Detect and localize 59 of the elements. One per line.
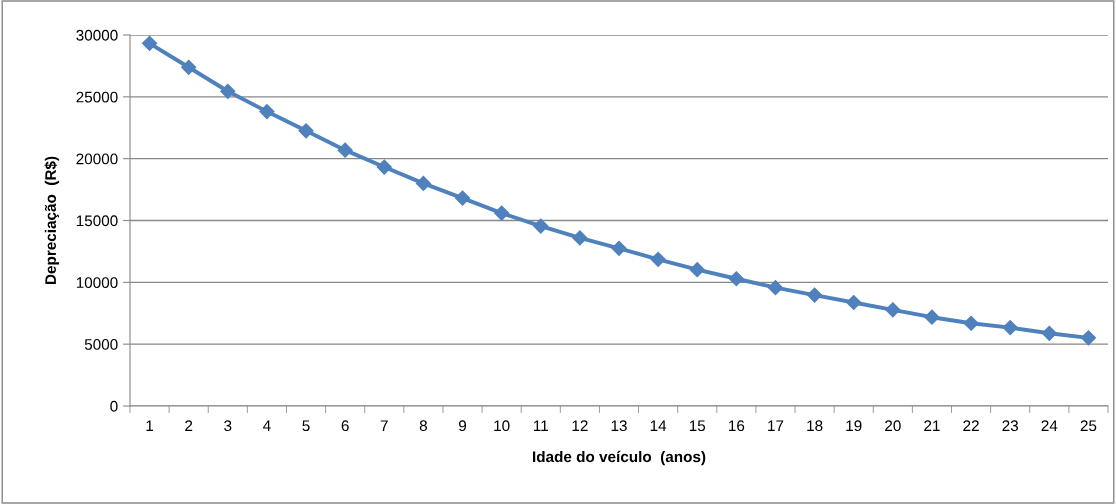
x-tick-label: 8: [419, 420, 427, 432]
point: [454, 190, 471, 206]
x-axis-title: Idade do veículo (anos): [533, 450, 706, 466]
y-tick-label: 20000: [76, 153, 118, 165]
x-tick-label: 22: [963, 420, 979, 431]
x-tick-label: 11: [533, 420, 548, 431]
point: [141, 35, 158, 51]
point: [728, 271, 744, 287]
x-tick-label: 23: [1002, 420, 1019, 432]
x-tick-label: 13: [611, 420, 627, 432]
x-tick-label: 7: [380, 420, 388, 431]
x-tick-label: 21: [924, 420, 940, 431]
x-tick-label: 10: [494, 420, 510, 432]
point: [259, 103, 275, 120]
x-tick-label: 16: [729, 420, 745, 432]
point: [494, 205, 510, 221]
point: [767, 280, 784, 296]
point: [807, 287, 823, 303]
y-tick-label: 0: [110, 400, 118, 412]
point: [924, 309, 940, 325]
y-tick-label: 30000: [76, 29, 118, 41]
point: [376, 159, 392, 175]
x-tick-label: 14: [650, 420, 667, 431]
x-tick-label: 1: [146, 420, 154, 431]
point: [650, 251, 666, 267]
point: [611, 240, 627, 256]
point: [298, 123, 314, 139]
x-tick-label: 19: [846, 420, 862, 432]
point: [337, 142, 353, 158]
x-tick-label: 20: [885, 420, 901, 432]
x-tick-label: 5: [302, 420, 310, 432]
point: [415, 175, 431, 191]
point: [1080, 330, 1097, 346]
point: [572, 230, 588, 246]
x-tick-label: 9: [458, 420, 467, 432]
x-tick-label: 18: [807, 420, 823, 432]
x-tick-label: 3: [224, 420, 232, 432]
x-tick-label: 24: [1041, 420, 1058, 431]
x-tick-label: 4: [263, 420, 271, 431]
x-tick-label: 17: [768, 420, 784, 431]
point: [689, 262, 705, 278]
point: [181, 59, 197, 75]
y-tick-label: 15000: [76, 215, 118, 227]
point: [220, 83, 236, 99]
y-axis-title: Depreciação (R$): [44, 156, 60, 285]
point: [1002, 320, 1018, 336]
x-tick-label: 12: [572, 420, 588, 431]
point: [1041, 325, 1057, 341]
x-tick-label: 15: [689, 420, 706, 432]
x-tick-label: 2: [185, 420, 193, 431]
point: [846, 294, 862, 311]
y-tick-label: 25000: [76, 91, 118, 103]
y-tick-label: 10000: [76, 277, 118, 289]
point: [533, 218, 549, 234]
point: [885, 302, 901, 318]
point: [963, 315, 979, 331]
x-tick-label: 25: [1080, 420, 1097, 432]
x-tick-label: 6: [341, 420, 349, 432]
y-tick-label: 5000: [84, 339, 118, 350]
